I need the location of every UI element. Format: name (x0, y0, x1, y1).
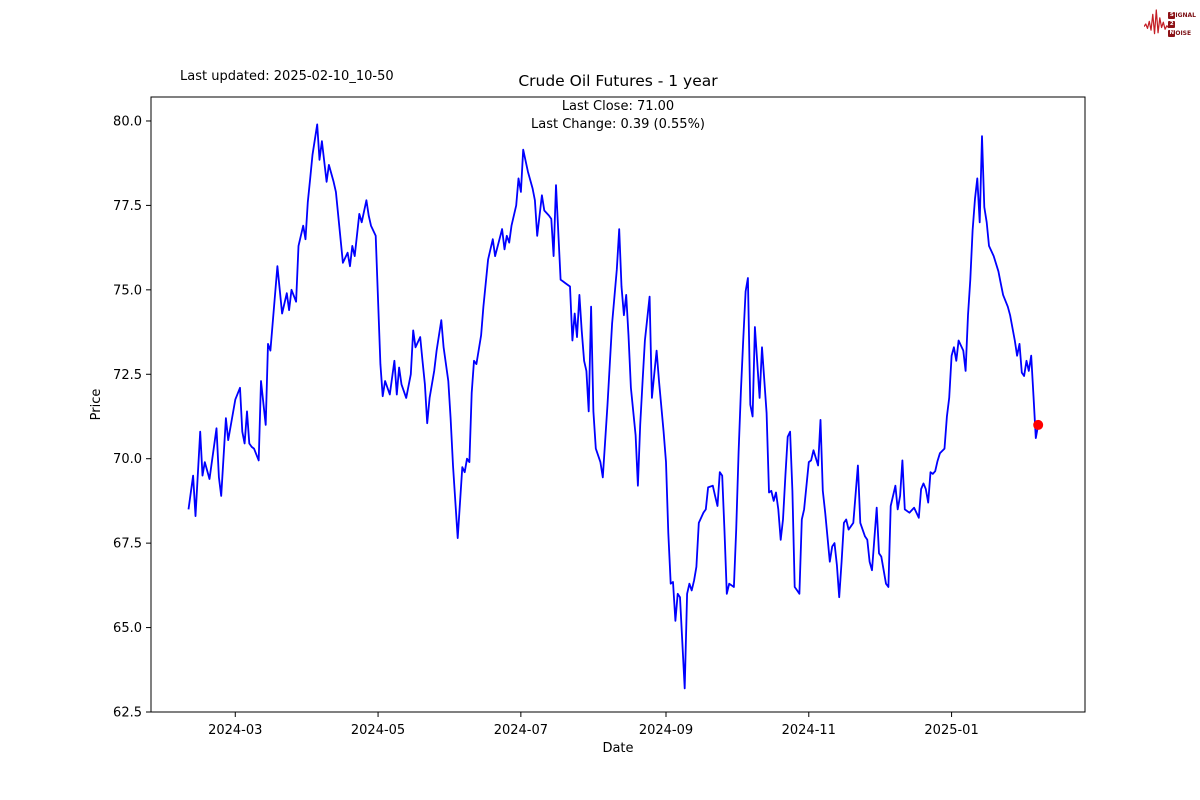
y-tick-label: 72.5 (113, 368, 142, 383)
x-tick-label: 2024-09 (639, 723, 693, 738)
last-close-marker (1033, 419, 1044, 430)
y-tick-label: 65.0 (113, 621, 142, 636)
x-tick-label: 2024-07 (494, 723, 548, 738)
y-tick-label: 80.0 (113, 114, 142, 129)
y-tick-label: 75.0 (113, 283, 142, 298)
last-updated-text: Last updated: 2025-02-10_10-50 (180, 69, 394, 84)
logo-badge-2: 2 (1168, 20, 1176, 28)
logo-row-signal: S IGNAL (1168, 11, 1196, 19)
plot-border (150, 96, 1086, 713)
x-tick-label: 2024-03 (208, 723, 262, 738)
subtitle-last-change: Last Change: 0.39 (0.55%) (530, 117, 705, 132)
y-tick-label: 62.5 (113, 706, 142, 721)
signal2noise-logo: S IGNAL 2 N OISE (1144, 4, 1196, 44)
price-line (187, 123, 1040, 690)
logo-badge-s: S (1168, 11, 1176, 19)
logo-row-noise: N OISE (1168, 29, 1192, 37)
logo-badge-n: N (1168, 29, 1176, 37)
x-tick-label: 2024-11 (782, 723, 836, 738)
logo-row-2: 2 (1168, 20, 1196, 28)
y-tick-label: 77.5 (113, 199, 142, 214)
y-tick-label: 70.0 (113, 452, 142, 467)
x-tick-label: 2025-01 (924, 723, 978, 738)
subtitle-last-close: Last Close: 71.00 (561, 99, 675, 114)
x-axis-label: Date (602, 741, 633, 756)
y-axis-label: Price (89, 389, 104, 421)
y-tick-label: 67.5 (113, 537, 142, 552)
chart-title: Crude Oil Futures - 1 year (518, 72, 718, 90)
x-tick-label: 2024-05 (351, 723, 405, 738)
waveform-icon (1144, 9, 1171, 35)
